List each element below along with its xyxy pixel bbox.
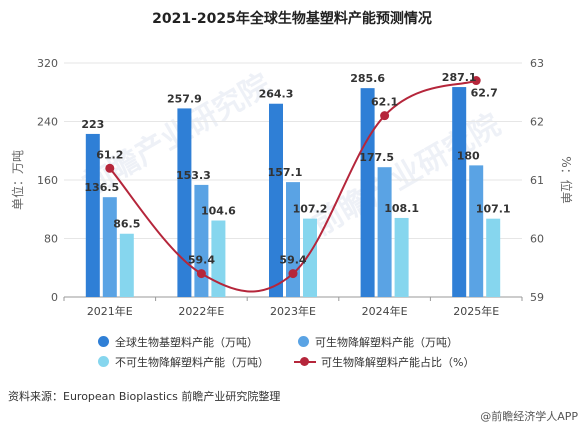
x-tick-label: 2021年E [87,304,133,318]
y-tick-label: 80 [44,233,58,246]
share-point [105,163,115,173]
bar-value-label: 104.6 [201,205,236,218]
legend-item-share: 可生物降解塑料产能占比（%） [294,354,474,370]
bar-value-label: 107.1 [476,203,511,216]
brand-credit: @前瞻经济学人APP [480,410,578,423]
y2-axis-title: %：位单 [559,156,574,203]
bar-value-label: 223 [81,118,104,131]
share-value-label: 59.4 [188,254,215,267]
legend-swatch [298,336,309,347]
bar [469,165,484,297]
share-value-label: 59.4 [279,254,306,267]
chart-title: 2021-2025年全球生物基塑料产能预测情况 [152,11,432,27]
bar [177,108,192,298]
legend-swatch [294,356,316,367]
bar-value-label: 136.5 [84,181,119,194]
bar [269,103,283,297]
legend-swatch [98,356,109,367]
bar-value-label: 285.6 [350,72,385,85]
bar-value-label: 108.1 [384,202,419,215]
bar-value-label: 257.9 [167,92,202,105]
share-value-label: 61.2 [96,148,123,161]
bar-value-label: 157.1 [268,166,303,179]
share-point [196,269,206,279]
y2-tick-label: 59 [530,291,544,304]
legend-swatch [98,336,109,347]
y-tick-label: 240 [37,116,58,129]
legend-label: 可生物降解塑料产能占比（%） [321,356,475,369]
y2-tick-label: 60 [530,233,544,246]
bar [85,133,100,297]
bar [119,233,134,297]
bar-value-label: 264.3 [259,88,294,101]
bar [211,220,226,297]
share-value-label: 62.7 [471,87,498,100]
x-tick-label: 2025年E [453,304,499,318]
bar [303,218,317,297]
bar [286,182,300,297]
y2-tick-label: 62 [530,116,544,129]
bar-value-label: 177.5 [359,151,394,164]
legend-label: 全球生物基塑料产能（万吨） [115,336,258,349]
y-tick-label: 0 [51,291,58,304]
share-point [380,111,390,121]
legend-label: 可生物降解塑料产能（万吨） [315,336,458,349]
legend-item-non-biodegradable: 不可生物降解塑料产能（万吨） [98,354,269,370]
source-note: 资料来源：European Bioplastics 前瞻产业研究院整理 [8,390,281,403]
legend-item-total: 全球生物基塑料产能（万吨） [98,334,258,350]
bar-value-label: 86.5 [113,218,140,231]
x-tick-label: 2022年E [178,304,224,318]
chart: 0 80 160 240 320 59 60 61 62 63 2021年E 2022年E 2023年E… [10,57,574,318]
bar [452,87,467,297]
y-axis-title: 单位：万吨 [10,150,25,210]
y-tick-label: 160 [37,174,58,187]
bar [360,88,375,297]
y2-tick-label: 63 [530,57,544,70]
bar [194,184,209,297]
bar [102,197,117,297]
bar [394,217,409,297]
legend-label: 不可生物降解塑料产能（万吨） [115,356,269,369]
share-point [288,269,298,279]
x-tick-label: 2023年E [270,304,316,318]
bar-value-label: 180 [457,149,480,162]
bar [377,167,392,297]
bar [486,218,501,297]
legend-item-biodegradable: 可生物降解塑料产能（万吨） [298,334,458,350]
x-tick-label: 2024年E [362,304,408,318]
share-point [471,76,481,86]
bar-value-label: 287.1 [442,71,477,84]
share-value-label: 62.1 [371,96,398,109]
y2-tick-label: 61 [530,174,544,187]
bar-value-label: 107.2 [293,203,328,216]
bar-value-label: 153.3 [176,169,211,182]
y-tick-label: 320 [37,57,58,70]
